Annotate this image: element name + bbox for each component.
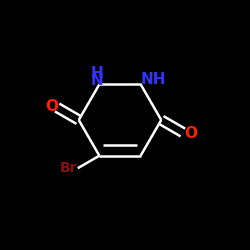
Text: N: N bbox=[90, 73, 103, 88]
Text: Br: Br bbox=[60, 161, 78, 175]
Text: O: O bbox=[184, 126, 197, 141]
Text: H: H bbox=[90, 66, 103, 80]
Text: NH: NH bbox=[140, 72, 166, 87]
Text: O: O bbox=[46, 99, 59, 114]
